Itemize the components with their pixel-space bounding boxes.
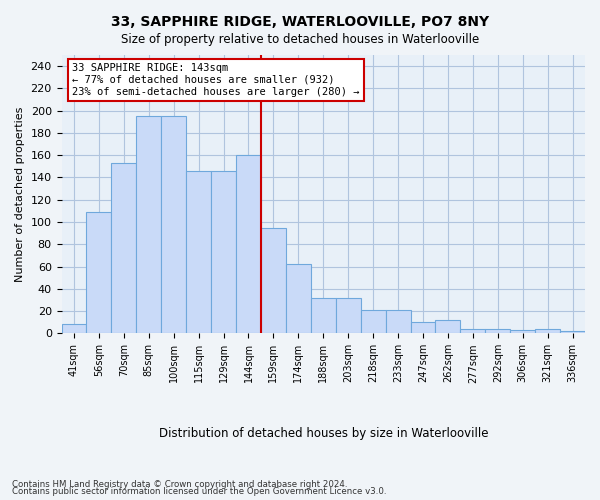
X-axis label: Distribution of detached houses by size in Waterlooville: Distribution of detached houses by size … [158, 427, 488, 440]
Bar [311, 298, 336, 334]
Bar [62, 324, 86, 334]
Bar [386, 310, 410, 334]
Text: 33 SAPPHIRE RIDGE: 143sqm
← 77% of detached houses are smaller (932)
23% of semi: 33 SAPPHIRE RIDGE: 143sqm ← 77% of detac… [72, 64, 359, 96]
Text: Contains HM Land Registry data © Crown copyright and database right 2024.: Contains HM Land Registry data © Crown c… [12, 480, 347, 489]
Text: Contains public sector information licensed under the Open Government Licence v3: Contains public sector information licen… [12, 487, 386, 496]
Text: 33, SAPPHIRE RIDGE, WATERLOOVILLE, PO7 8NY: 33, SAPPHIRE RIDGE, WATERLOOVILLE, PO7 8… [111, 15, 489, 29]
Bar [136, 116, 161, 334]
Bar [236, 155, 261, 334]
Bar [86, 212, 112, 334]
Bar [112, 163, 136, 334]
Y-axis label: Number of detached properties: Number of detached properties [15, 106, 25, 282]
Bar [485, 329, 510, 334]
Bar [560, 331, 585, 334]
Bar [510, 330, 535, 334]
Bar [261, 228, 286, 334]
Bar [410, 322, 436, 334]
Bar [211, 171, 236, 334]
Bar [336, 298, 361, 334]
Text: Size of property relative to detached houses in Waterlooville: Size of property relative to detached ho… [121, 32, 479, 46]
Bar [460, 329, 485, 334]
Bar [535, 329, 560, 334]
Bar [286, 264, 311, 334]
Bar [361, 310, 386, 334]
Bar [161, 116, 186, 334]
Bar [186, 171, 211, 334]
Bar [436, 320, 460, 334]
